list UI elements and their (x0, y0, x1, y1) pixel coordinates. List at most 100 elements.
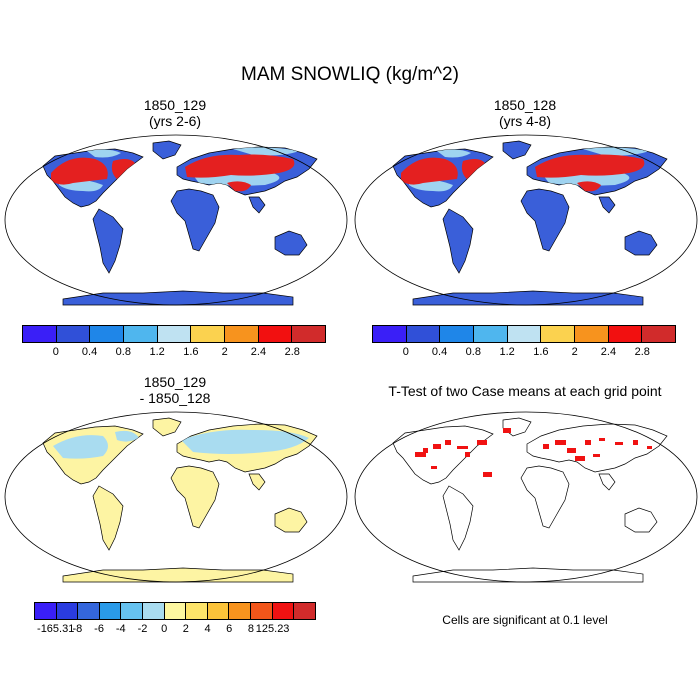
significant-cell (465, 452, 470, 457)
continent-outline (170, 465, 220, 529)
snow-high-region (227, 181, 251, 192)
map-panel-1 (4, 134, 348, 306)
colorbar-swatch (121, 603, 144, 619)
snow-moderate-region (437, 149, 471, 158)
significant-cell (593, 454, 600, 457)
colorbar-swatch (373, 326, 407, 342)
significant-cell (431, 466, 437, 469)
colorbar-swatch (575, 326, 609, 342)
map-2 (354, 134, 698, 306)
colorbar-tick-label: 1.6 (533, 346, 549, 358)
continent-outline (624, 230, 658, 256)
snow-high-region (51, 157, 108, 185)
colorbar-tick-label: 0.4 (431, 346, 448, 358)
continent-outline (248, 473, 266, 491)
significant-cell (483, 472, 492, 477)
continent-outline (248, 196, 266, 214)
colorbar-tick-label: 6 (226, 623, 233, 635)
significant-cell (477, 440, 487, 445)
significant-cell (423, 448, 428, 453)
continent-outline (392, 425, 494, 485)
continent-outline (442, 485, 474, 551)
panel-1-title-line1: 1850_129 (143, 97, 207, 113)
continent-outline (520, 188, 570, 252)
colorbar-tick-label: -4 (115, 623, 126, 635)
diff-negative-region (181, 429, 309, 454)
colorbar-tick-label: -165.31 (37, 623, 75, 635)
colorbar-tick-label: 0.8 (465, 346, 481, 358)
colorbar-swatch (608, 326, 643, 342)
significant-cell (633, 440, 638, 445)
colorbar-swatch (164, 603, 187, 619)
colorbar-swatch (292, 326, 326, 342)
significant-cell (585, 440, 591, 445)
colorbar-tick-label: 2 (571, 346, 578, 358)
colorbar-panel-2-labels: 0 0.4 0.8 1.2 1.6 2 2.4 2.8 (372, 346, 676, 360)
panel-3-title-line2: - 1850_128 (139, 390, 211, 406)
continent-outline (442, 208, 474, 274)
panel-4-title: T-Test of two Case means at each grid po… (352, 383, 698, 399)
colorbar-tick-label: 2.4 (250, 346, 267, 358)
colorbar-tick-label: 4 (204, 623, 211, 635)
colorbar-tick-label: 0.8 (115, 346, 131, 358)
colorbar-swatch (23, 326, 57, 342)
panel-2-title: 1850_128 (yrs 4-8) (425, 97, 625, 129)
map-border (354, 134, 698, 306)
panel-3-title-line1: 1850_129 (143, 374, 207, 390)
significant-cell (555, 440, 566, 445)
map-panel-2 (354, 134, 698, 306)
colorbar-swatch (294, 603, 315, 619)
continent-outline (170, 188, 220, 252)
panel-3-title: 1850_129 - 1850_128 (75, 374, 275, 406)
continent-outline (502, 140, 532, 160)
colorbar-swatch (229, 603, 252, 619)
snow-moderate-region (87, 149, 121, 158)
panel-2-title-line2: (yrs 4-8) (498, 113, 552, 129)
continent-outline (598, 473, 616, 491)
significant-cell (615, 442, 623, 445)
figure-title: MAM SNOWLIQ (kg/m^2) (241, 64, 459, 85)
colorbar-swatch (90, 326, 125, 342)
significant-cell (457, 446, 468, 449)
colorbar-swatch (157, 326, 192, 342)
colorbar-swatch (507, 326, 542, 342)
colorbar-swatch (225, 326, 259, 342)
map-1 (4, 134, 348, 306)
colorbar-swatch (541, 326, 576, 342)
colorbar-swatch (406, 326, 441, 342)
colorbar-swatch (207, 603, 230, 619)
significance-note: Cells are significant at 0.1 level (442, 613, 608, 627)
colorbar-tick-label: -2 (137, 623, 148, 635)
map-border (4, 411, 348, 583)
significant-cell (543, 444, 549, 449)
colorbar-tick-label: -6 (94, 623, 104, 635)
continent-outline (598, 196, 616, 214)
colorbar-swatch (143, 603, 165, 619)
colorbar-tick-label: 2 (182, 623, 189, 635)
snow-high-region (185, 154, 295, 178)
colorbar-swatch (56, 603, 79, 619)
colorbar-swatch (474, 326, 508, 342)
continent-outline (274, 507, 308, 533)
snow-high-region (461, 159, 487, 181)
continent-outline (274, 230, 308, 256)
colorbar-swatch (440, 326, 475, 342)
colorbar-panel-3 (34, 602, 316, 620)
map-4 (354, 411, 698, 583)
continent-outline (624, 507, 658, 533)
panel-4-title-line1: T-Test of two Case means at each grid po… (388, 383, 662, 399)
significant-cell (415, 452, 426, 457)
colorbar-swatch (258, 326, 293, 342)
significant-cell (445, 440, 451, 445)
colorbar-tick-label: 125.23 (255, 623, 290, 635)
colorbar-tick-label: -8 (72, 623, 83, 635)
colorbar-tick-label: 2.8 (284, 346, 300, 358)
colorbar-swatch (35, 603, 57, 619)
map-border (354, 411, 698, 583)
colorbar-swatch (124, 326, 158, 342)
colorbar-tick-label: 8 (247, 623, 254, 635)
map-panel-3 (4, 411, 348, 583)
colorbar-swatch (78, 603, 100, 619)
colorbar-tick-label: 2 (221, 346, 228, 358)
snow-high-region (401, 157, 458, 185)
